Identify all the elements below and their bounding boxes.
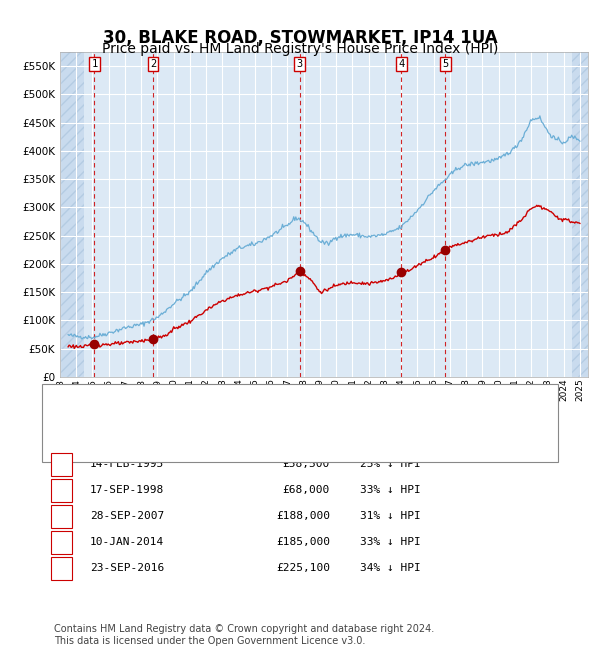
Text: £188,000: £188,000	[276, 512, 330, 521]
Text: 5: 5	[442, 59, 448, 69]
Text: 28-SEP-2007: 28-SEP-2007	[90, 512, 164, 521]
Text: 5: 5	[58, 564, 65, 573]
Text: 33% ↓ HPI: 33% ↓ HPI	[360, 486, 421, 495]
Text: ———: ———	[72, 400, 109, 413]
Text: 3: 3	[296, 59, 303, 69]
Text: ———: ———	[72, 419, 110, 432]
Text: Contains HM Land Registry data © Crown copyright and database right 2024.
This d: Contains HM Land Registry data © Crown c…	[54, 624, 434, 645]
Text: 30, BLAKE ROAD, STOWMARKET, IP14 1UA: 30, BLAKE ROAD, STOWMARKET, IP14 1UA	[103, 29, 497, 47]
Text: 3: 3	[58, 512, 65, 521]
Text: £58,500: £58,500	[283, 460, 330, 469]
Text: £68,000: £68,000	[283, 486, 330, 495]
Text: 2: 2	[58, 486, 65, 495]
Text: 4: 4	[398, 59, 404, 69]
Text: 17-SEP-1998: 17-SEP-1998	[90, 486, 164, 495]
Text: 23-SEP-2016: 23-SEP-2016	[90, 564, 164, 573]
Text: 30, BLAKE ROAD, STOWMARKET, IP14 1UA (detached house): 30, BLAKE ROAD, STOWMARKET, IP14 1UA (de…	[114, 401, 430, 411]
Text: HPI: Average price, detached house, Mid Suffolk: HPI: Average price, detached house, Mid …	[114, 421, 365, 431]
Text: 1: 1	[58, 460, 65, 469]
Text: 31% ↓ HPI: 31% ↓ HPI	[360, 512, 421, 521]
Text: 4: 4	[58, 538, 65, 547]
Text: 33% ↓ HPI: 33% ↓ HPI	[360, 538, 421, 547]
Text: 14-FEB-1995: 14-FEB-1995	[90, 460, 164, 469]
Text: 34% ↓ HPI: 34% ↓ HPI	[360, 564, 421, 573]
Text: 10-JAN-2014: 10-JAN-2014	[90, 538, 164, 547]
Text: 2: 2	[150, 59, 156, 69]
Text: £225,100: £225,100	[276, 564, 330, 573]
Text: Price paid vs. HM Land Registry's House Price Index (HPI): Price paid vs. HM Land Registry's House …	[102, 42, 498, 57]
Bar	[60, 52, 85, 377]
Bar	[572, 52, 588, 377]
Text: 25% ↓ HPI: 25% ↓ HPI	[360, 460, 421, 469]
Text: £185,000: £185,000	[276, 538, 330, 547]
Text: 1: 1	[91, 59, 98, 69]
